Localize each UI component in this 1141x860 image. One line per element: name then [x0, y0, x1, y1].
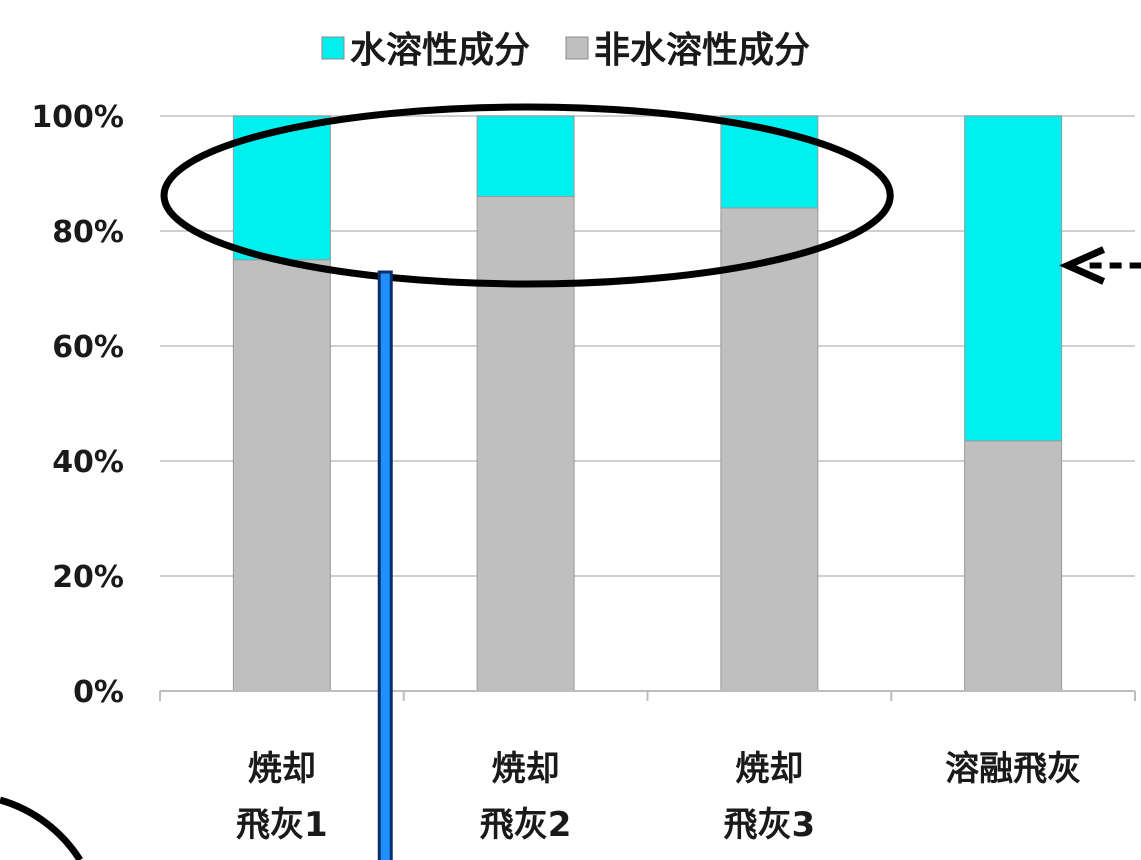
dashed-arrow-head	[1059, 246, 1106, 285]
x-tick-label: 飛灰3	[724, 805, 816, 845]
bar-segment	[720, 115, 819, 209]
x-tick-label: 飛灰1	[236, 805, 328, 845]
bar-segment	[476, 115, 575, 197]
bar-segment	[964, 440, 1063, 692]
legend-swatch	[321, 36, 345, 60]
y-axis: 0% 20% 40% 60% 80% 100%	[31, 100, 124, 710]
y-tick-label: 80%	[52, 215, 124, 250]
bar-segment	[232, 259, 331, 692]
x-tick-label: 焼却	[248, 749, 316, 789]
connector-line	[377, 270, 393, 860]
bar-segment	[720, 207, 819, 692]
bars	[232, 115, 1063, 692]
annotations	[0, 103, 1141, 860]
x-tick-label: 飛灰2	[480, 805, 572, 845]
x-tick-label: 焼却	[492, 749, 560, 789]
x-tick-label: 溶融飛灰	[945, 749, 1081, 789]
bar-segment	[476, 196, 575, 692]
highlight-ellipse	[160, 103, 894, 288]
y-tick-label: 100%	[31, 100, 124, 135]
legend: 水溶性成分 非水溶性成分	[321, 30, 810, 71]
legend-label: 水溶性成分	[350, 30, 530, 71]
partial-circle	[0, 796, 83, 860]
y-tick-label: 40%	[52, 445, 124, 480]
legend-label: 非水溶性成分	[594, 30, 810, 71]
y-tick-label: 60%	[52, 330, 124, 365]
legend-swatch	[565, 36, 589, 60]
bar-segment	[964, 115, 1063, 442]
x-tick-label: 焼却	[735, 749, 803, 789]
y-tick-label: 20%	[52, 560, 124, 595]
y-tick-label: 0%	[73, 675, 124, 710]
